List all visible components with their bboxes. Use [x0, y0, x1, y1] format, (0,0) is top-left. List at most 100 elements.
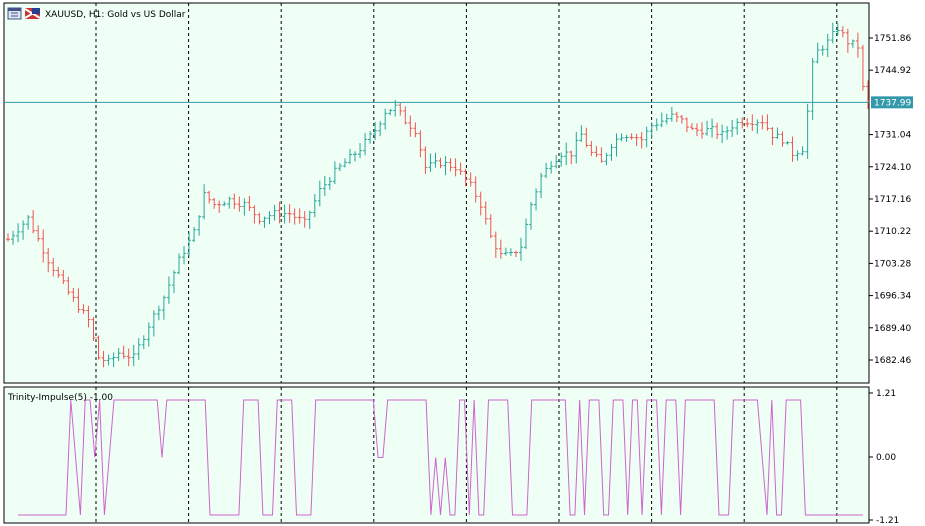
ohlc-bar [358, 143, 363, 159]
ohlc-bar [810, 57, 815, 120]
chart-window-icon [7, 7, 22, 20]
ohlc-bar [66, 276, 71, 295]
ohlc-bar [151, 310, 156, 337]
ohlc-bar [176, 253, 181, 275]
ohlc-bar [307, 210, 312, 229]
ohlc-bar [715, 122, 720, 140]
indicator-tick-label: 1.21 [876, 389, 896, 399]
ohlc-bar [428, 153, 433, 172]
ohlc-bar [31, 210, 36, 234]
ohlc-bar [182, 246, 187, 265]
indicator-tick-label: -1.21 [876, 516, 899, 526]
ohlc-bar [6, 233, 10, 242]
ohlc-bar [187, 231, 192, 257]
ohlc-bar [473, 176, 478, 203]
indicator-title: Trinity-Impulse(5) -1.00 [7, 393, 113, 403]
ohlc-bar [549, 160, 554, 174]
indicator-series [18, 399, 863, 516]
ohlc-bar [493, 231, 498, 258]
ohlc-bar [312, 194, 317, 218]
ohlc-bar [815, 42, 820, 64]
ohlc-bar [664, 113, 669, 125]
price-tick-label: 1744.92 [874, 66, 911, 76]
ohlc-bar [634, 133, 639, 146]
ohlc-bar [539, 172, 544, 199]
ohlc-bar [800, 146, 805, 156]
ohlc-bar [850, 39, 855, 48]
ohlc-bar [126, 348, 131, 367]
ohlc-bar [398, 102, 403, 116]
ohlc-bar [503, 247, 508, 256]
ohlc-bar [684, 117, 689, 133]
ohlc-bar [448, 158, 453, 172]
ohlc-bar [71, 287, 76, 302]
ohlc-bar [443, 156, 448, 176]
ohlc-bar [297, 208, 302, 224]
ohlc-bar [669, 106, 674, 122]
ohlc-bar [579, 125, 584, 142]
ohlc-bar [101, 350, 106, 368]
ohlc-bar [518, 237, 523, 261]
ohlc-bar [242, 198, 247, 216]
current-price-label: 1737.99 [874, 98, 911, 108]
ohlc-bar [679, 114, 684, 124]
current-price-tag [871, 96, 913, 109]
ohlc-bar [252, 205, 257, 224]
trinity-impulse-line [18, 399, 863, 516]
ohlc-bar [171, 270, 176, 294]
ohlc-bar [86, 305, 91, 328]
ohlc-bar [267, 211, 272, 225]
ohlc-bar [262, 216, 267, 228]
ohlc-bar [192, 226, 197, 243]
price-tick-label: 1703.28 [874, 259, 911, 269]
ohlc-bar [654, 118, 659, 131]
ohlc-bar [513, 250, 518, 257]
price-pane[interactable] [3, 2, 870, 384]
indicator-pane[interactable] [3, 386, 870, 524]
ohlc-bar [534, 188, 539, 211]
ohlc-bar [96, 335, 101, 360]
ohlc-bar [569, 150, 574, 165]
ohlc-bar [232, 193, 237, 210]
ohlc-bar [750, 114, 755, 132]
ohlc-bar [353, 151, 358, 162]
price-tick-label: 1689.40 [874, 324, 911, 334]
ohlc-bar [498, 239, 503, 259]
ohlc-bar [624, 134, 629, 142]
ohlc-bar [745, 118, 750, 128]
ohlc-bar [689, 123, 694, 131]
ohlc-bar [720, 124, 725, 144]
ohlc-bar [740, 117, 745, 129]
ohlc-bar [378, 121, 383, 137]
ohlc-bar [805, 103, 810, 159]
ohlc-bar [161, 295, 166, 320]
ohlc-bar [46, 247, 51, 273]
ohlc-bar [458, 162, 463, 175]
ohlc-bar [554, 155, 559, 169]
ohlc-bar [413, 122, 418, 138]
ohlc-bar [302, 211, 307, 228]
ohlc-bar [212, 197, 217, 209]
ohlc-bar [327, 176, 332, 190]
price-tick-label: 1751.86 [874, 34, 911, 44]
price-tick-label: 1682.46 [874, 356, 911, 366]
ohlc-bar [725, 126, 730, 140]
ohlc-bar [247, 195, 252, 212]
ohlc-bar [529, 201, 534, 230]
ohlc-bar [237, 196, 242, 212]
ohlc-bar [639, 132, 644, 149]
ohlc-bar [81, 304, 86, 314]
ohlc-bar [785, 141, 790, 145]
ohlc-bar [16, 223, 21, 243]
ohlc-bar [342, 158, 347, 168]
ohlc-bar [337, 163, 342, 172]
price-tick-label: 1717.16 [874, 195, 911, 205]
price-axis: 1751.86 1744.92 1731.04 1724.10 1717.16 1710.… [869, 34, 911, 366]
ohlc-bar [760, 115, 765, 130]
ohlc-bar [197, 215, 202, 236]
ohlc-bar [765, 114, 770, 131]
ohlc-bar [830, 22, 835, 44]
ohlc-bar [272, 204, 277, 221]
